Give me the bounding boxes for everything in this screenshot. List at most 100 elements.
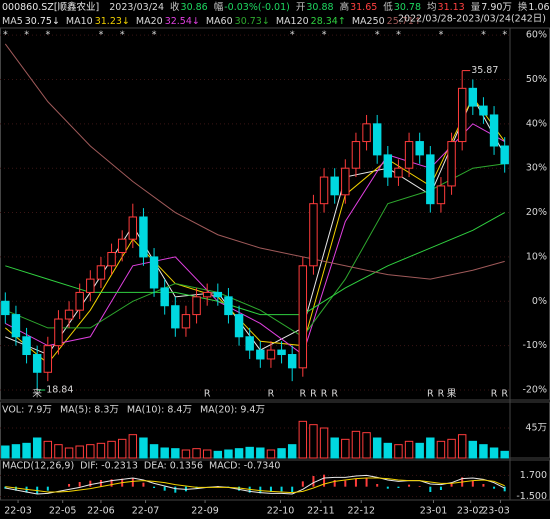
x-tick-label: 22-11 [307,506,335,517]
event-marker: * [439,30,444,41]
y-tick-label: 50% [526,74,547,85]
volume-bar [426,437,435,459]
ma-line [4,96,506,365]
event-marker: * [3,30,8,41]
volume-bar [160,447,169,459]
volume-bar [213,450,223,459]
legend-name: MA10 [66,16,93,27]
event-marker: R [427,389,434,400]
field-label: 收 [170,1,180,13]
event-marker: R [310,389,317,400]
candle-body [32,354,42,373]
volume-bar [1,445,10,459]
volume-bar [309,424,318,459]
volume-bar [245,446,254,459]
volume-bar [54,444,63,459]
event-marker: * [24,30,29,41]
event-marker: * [396,30,401,41]
candle-body [128,216,138,240]
event-marker: * [502,30,507,41]
event-marker: * [152,30,157,41]
x-tick-label: 23-02 [457,506,485,517]
y-tick-label: 20% [526,207,547,218]
candle-body [319,176,329,205]
candle-body [139,216,148,258]
candle-body [341,167,350,196]
field-value: 30.88 [306,2,333,13]
legend-name: MA5 [2,16,23,27]
candle-body [160,287,169,307]
event-marker: * [375,30,380,41]
x-tick-label: 22-10 [267,506,295,517]
legend-name: MA60 [206,16,233,27]
volume-bar [351,430,361,459]
candle-body [447,141,456,187]
field-label: 开 [296,2,306,13]
volume-bar [11,444,21,459]
candle-body [64,309,74,320]
x-tick-label: 22-09 [191,506,219,517]
y-tick-label: -1.500 [516,491,547,502]
x-tick-label: 22-07 [132,506,160,517]
event-marker: * [481,30,486,41]
y-tick-label: 60% [526,30,547,41]
candle-body [489,114,499,147]
field-label: 均 [427,1,437,13]
y-tick-label: 40% [526,118,547,129]
x-tick-label: 22-06 [87,506,115,517]
legend-value: 32.54↓ [165,16,200,27]
volume-bar [415,442,424,459]
stock-code: 000860.SZ[顺鑫农业] [2,1,99,13]
y-tick-label: -20% [522,385,547,396]
ma-legend: MA5 30.75↓ MA10 31.23↓ MA20 32.54↓ MA60 30.73↓ M… [2,16,422,27]
volume-bar [479,444,488,459]
y-tick-label: 10% [526,251,547,262]
y-tick-label: 1.700 [520,470,547,481]
volume-bar [383,442,393,459]
candle-body [298,265,308,369]
volume-bar [319,427,329,459]
field-value: 31.13 [438,2,465,13]
legend-item: MA(20): 9.4万 [200,405,265,416]
volume-bar [149,444,159,459]
candle-body [54,318,63,347]
volume-bar [86,444,95,459]
candle-body [383,154,393,178]
candle-body [181,314,191,329]
candle-body [415,141,424,156]
volume-bar [489,447,499,459]
legend-item: MACD: -0.7340 [209,461,280,472]
legend-value: 30.73↓ [235,16,270,27]
candle-body [107,251,116,267]
volume-bar [75,445,84,459]
event-marker: 来 [32,389,42,400]
volume-bar [330,437,339,459]
x-tick-label: 22-05 [49,506,77,517]
legend-value: 30.75↓ [25,16,60,27]
legend-value: 28.34↑ [311,16,346,27]
y-tick-label: 45万 [525,423,547,434]
field-value: 31.65 [350,2,377,13]
legend-item: VOL: 7.9万 [2,405,52,416]
candle-body [394,167,403,178]
event-marker: * [45,30,50,41]
legend-item: MA(5): 8.3万 [60,405,119,416]
event-marker: R [204,389,211,400]
volume-bar [224,449,233,459]
field-value: 30.78 [394,2,421,13]
legend-value: 31.23↓ [95,16,130,27]
volume-bar [192,448,201,459]
candle-body [457,87,467,143]
annotation: 35.87 [471,65,498,76]
volume-bar [171,448,180,459]
candle-body [266,349,276,360]
candle-body [372,123,382,156]
legend-item: DEA: 0.1356 [144,461,203,472]
field-label: 高 [340,1,350,13]
event-marker: * [290,30,295,41]
panel-frame [0,27,550,401]
legend-item: DIF: -0.2313 [80,461,138,472]
candle-body [224,296,233,316]
candle-body [479,105,488,116]
